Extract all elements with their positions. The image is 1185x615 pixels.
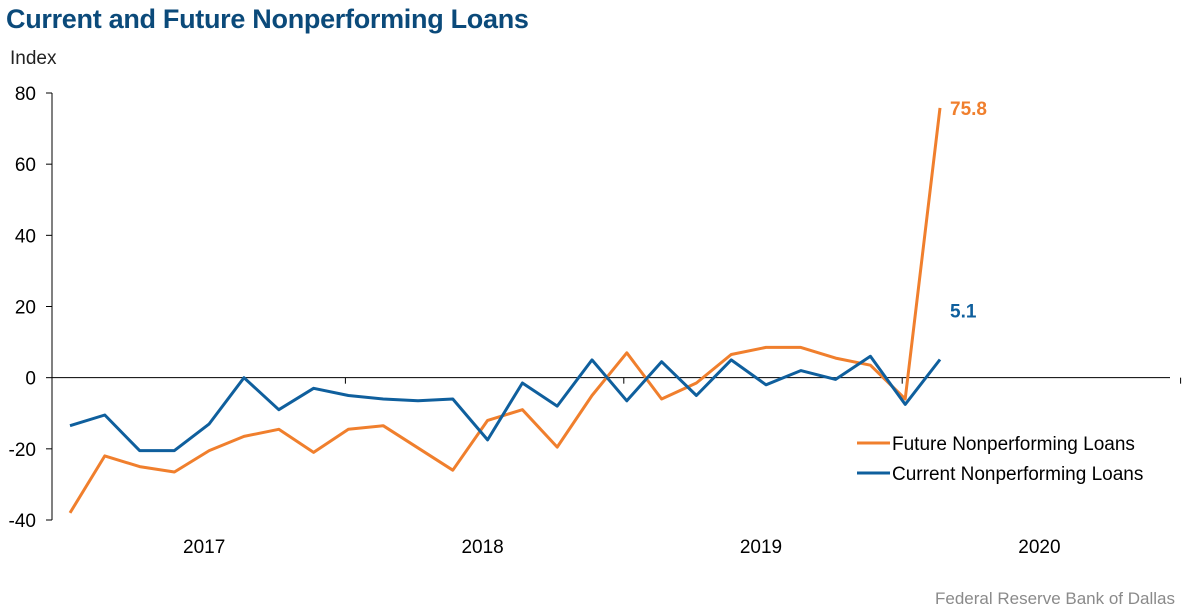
- y-tick-label: -40: [9, 511, 36, 532]
- chart-title: Current and Future Nonperforming Loans: [6, 4, 529, 34]
- x-axis: 2017 2018 2019 2020: [51, 377, 1182, 558]
- series-line-future: [68, 107, 942, 514]
- legend: Future Nonperforming Loans Current Nonper…: [857, 434, 1143, 485]
- end-labels: 75.8 5.1: [950, 99, 987, 323]
- legend-label: Current Nonperforming Loans: [892, 464, 1143, 485]
- y-tick-label: 40: [15, 226, 36, 247]
- y-tick-label: -20: [9, 440, 36, 461]
- series-lines: [68, 107, 942, 514]
- y-tick-label: 20: [15, 298, 36, 319]
- y-tick-label: 80: [15, 84, 36, 105]
- x-tick-label: 2017: [183, 537, 225, 558]
- x-tick-label: 2019: [740, 537, 782, 558]
- y-tick-label: 60: [15, 155, 36, 176]
- x-tick-label: 2020: [1018, 537, 1060, 558]
- y-axis: -40 -20 0 20 40 60 80: [9, 84, 53, 532]
- y-tick-label: 0: [25, 369, 36, 390]
- source-note: Federal Reserve Bank of Dallas: [934, 589, 1175, 608]
- end-value-label: 75.8: [950, 99, 987, 120]
- series-line-current: [69, 354, 942, 453]
- end-value-label: 5.1: [950, 302, 977, 323]
- y-axis-unit-label: Index: [10, 48, 57, 69]
- x-tick-label: 2018: [461, 537, 503, 558]
- legend-label: Future Nonperforming Loans: [892, 434, 1135, 455]
